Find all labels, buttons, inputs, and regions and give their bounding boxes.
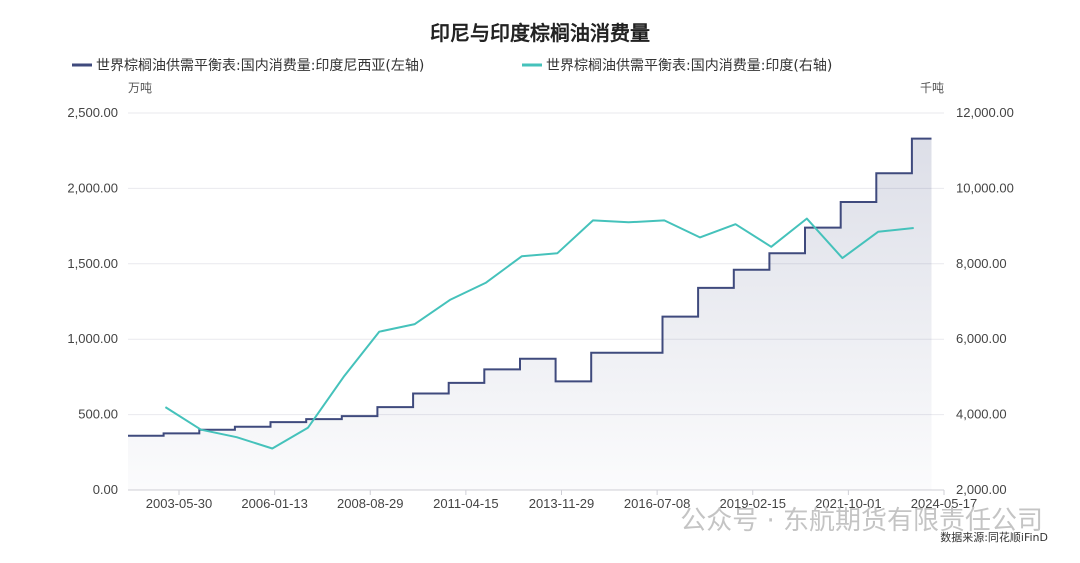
- right-tick-label: 10,000.00: [956, 180, 1014, 195]
- legend: 世界棕榈油供需平衡表:国内消费量:印度尼西亚(左轴) 世界棕榈油供需平衡表:国内…: [72, 58, 832, 74]
- x-tick-label: 2013-11-29: [529, 496, 595, 511]
- right-tick-label: 4,000.00: [956, 407, 1007, 422]
- left-tick-label: 1,000.00: [67, 331, 118, 346]
- legend-label-indonesia[interactable]: 世界棕榈油供需平衡表:国内消费量:印度尼西亚(左轴): [96, 58, 424, 74]
- series-india-line[interactable]: [164, 217, 914, 450]
- right-tick-label: 2,000.00: [956, 482, 1007, 497]
- x-tick-label: 2006-01-13: [241, 496, 308, 511]
- x-tick-label: 2011-04-15: [433, 496, 499, 511]
- right-tick-label: 8,000.00: [956, 256, 1007, 271]
- series-indonesia-area: [128, 138, 932, 490]
- watermark-text: 公众号 · 东航期货有限责任公司: [680, 506, 1043, 536]
- left-tick-label: 0.00: [93, 482, 118, 497]
- x-tick-label: 2019-02-15: [720, 496, 787, 511]
- left-axis-unit: 万吨: [128, 81, 152, 95]
- legend-label-india[interactable]: 世界棕榈油供需平衡表:国内消费量:印度(右轴): [546, 58, 832, 74]
- left-axis: 0.00 500.00 1,000.00 1,500.00 2,000.00 2,500.…: [67, 105, 118, 497]
- right-tick-label: 6,000.00: [956, 331, 1007, 346]
- left-tick-label: 1,500.00: [67, 256, 118, 271]
- x-tick-label: 2003-05-30: [146, 496, 213, 511]
- left-tick-label: 2,500.00: [67, 105, 118, 120]
- plot-area: [127, 137, 932, 490]
- chart-title: 印尼与印度棕榈油消费量: [430, 21, 650, 45]
- right-axis: 2,000.00 4,000.00 6,000.00 8,000.00 10,000.0…: [956, 105, 1014, 497]
- data-source: 数据来源:同花顺iFinD: [940, 530, 1048, 544]
- left-tick-label: 2,000.00: [67, 180, 118, 195]
- x-axis: 2003-05-30 2006-01-13 2008-08-29 2011-04-15…: [146, 490, 978, 511]
- right-axis-unit: 千吨: [920, 81, 944, 95]
- right-tick-label: 12,000.00: [956, 105, 1014, 120]
- x-tick-label: 2008-08-29: [337, 496, 404, 511]
- x-tick-label: 2024-05-17: [911, 496, 978, 511]
- x-tick-label: 2021-10-01: [815, 496, 882, 511]
- left-tick-label: 500.00: [78, 407, 118, 422]
- x-tick-label: 2016-07-08: [624, 496, 691, 511]
